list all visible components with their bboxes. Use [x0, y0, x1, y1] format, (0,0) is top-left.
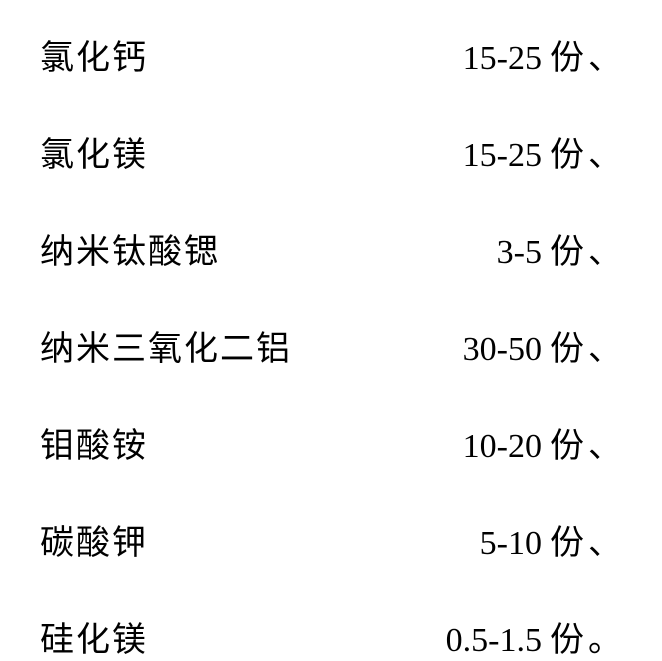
ingredient-name: 钼酸铵 — [40, 418, 148, 467]
ingredient-name: 碳酸钾 — [40, 515, 148, 564]
punctuation: 、 — [588, 331, 622, 368]
punctuation: 、 — [588, 428, 622, 465]
punctuation: 、 — [588, 234, 622, 271]
punctuation: 、 — [588, 40, 622, 77]
ingredient-amount: 3-5份、 — [382, 224, 622, 273]
table-row: 氯化钙 15-25份、 — [40, 30, 622, 79]
table-row: 碳酸钾 5-10份、 — [40, 515, 622, 564]
table-row: 钼酸铵 10-20份、 — [40, 418, 622, 467]
table-row: 纳米钛酸锶 3-5份、 — [40, 224, 622, 273]
ingredient-name: 硅化镁 — [40, 612, 148, 661]
amount-value: 30-50 — [463, 331, 542, 368]
punctuation: 、 — [588, 525, 622, 562]
punctuation: 、 — [588, 137, 622, 174]
ingredient-amount: 0.5-1.5份。 — [382, 612, 622, 661]
ingredient-name: 纳米三氧化二铝 — [40, 321, 292, 370]
table-row: 纳米三氧化二铝 30-50份、 — [40, 321, 622, 370]
amount-unit: 份 — [550, 331, 586, 368]
ingredient-table: 氯化钙 15-25份、 氯化镁 15-25份、 纳米钛酸锶 3-5份、 纳米三氧… — [40, 30, 622, 661]
ingredient-amount: 10-20份、 — [382, 418, 622, 467]
ingredient-amount: 15-25份、 — [382, 127, 622, 176]
amount-value: 10-20 — [463, 428, 542, 465]
ingredient-name: 氯化钙 — [40, 30, 148, 79]
amount-value: 3-5 — [497, 234, 542, 271]
ingredient-name: 纳米钛酸锶 — [40, 224, 220, 273]
amount-value: 5-10 — [480, 525, 542, 562]
amount-unit: 份 — [550, 40, 586, 77]
ingredient-amount: 5-10份、 — [382, 515, 622, 564]
amount-unit: 份 — [550, 137, 586, 174]
amount-unit: 份 — [550, 428, 586, 465]
amount-value: 15-25 — [463, 137, 542, 174]
amount-unit: 份 — [550, 234, 586, 271]
amount-unit: 份 — [550, 622, 586, 659]
table-row: 硅化镁 0.5-1.5份。 — [40, 612, 622, 661]
ingredient-amount: 30-50份、 — [382, 321, 622, 370]
table-row: 氯化镁 15-25份、 — [40, 127, 622, 176]
amount-value: 15-25 — [463, 40, 542, 77]
amount-unit: 份 — [550, 525, 586, 562]
ingredient-amount: 15-25份、 — [382, 30, 622, 79]
amount-value: 0.5-1.5 — [446, 622, 542, 659]
ingredient-name: 氯化镁 — [40, 127, 148, 176]
punctuation: 。 — [588, 622, 622, 659]
